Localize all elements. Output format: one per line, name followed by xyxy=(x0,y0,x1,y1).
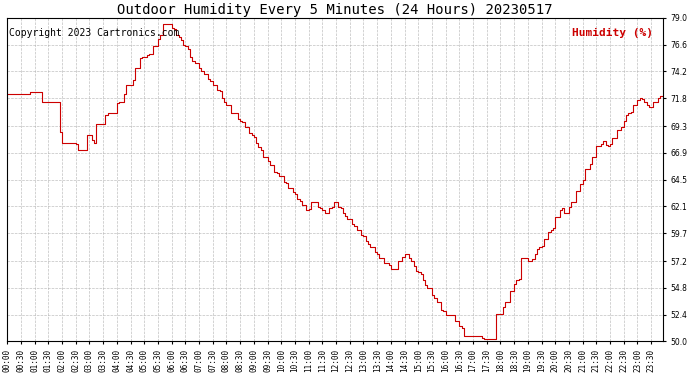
Text: Humidity (%): Humidity (%) xyxy=(572,28,653,38)
Title: Outdoor Humidity Every 5 Minutes (24 Hours) 20230517: Outdoor Humidity Every 5 Minutes (24 Hou… xyxy=(117,3,553,17)
Text: Copyright 2023 Cartronics.com: Copyright 2023 Cartronics.com xyxy=(8,28,179,38)
